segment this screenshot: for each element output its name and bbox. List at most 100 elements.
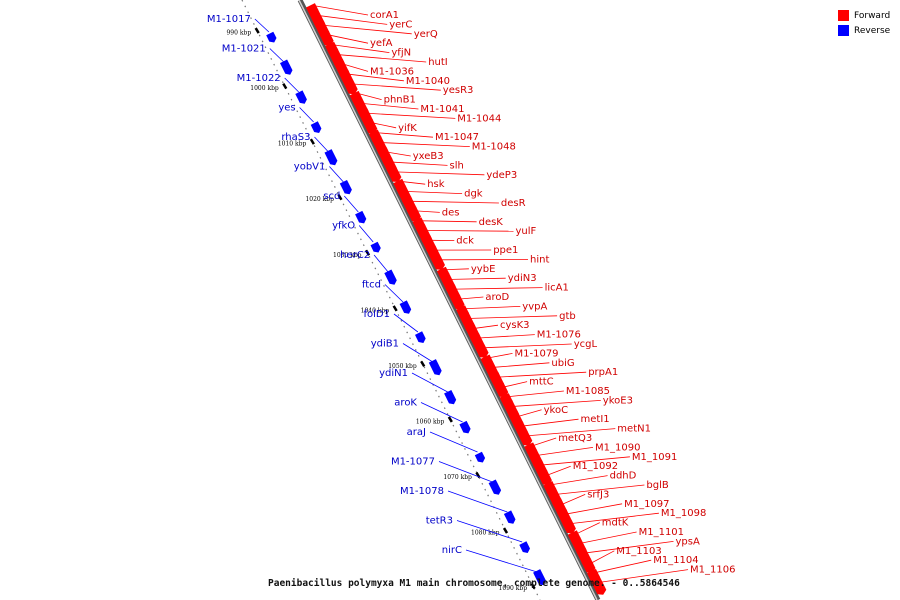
tick-label: 1030 kbp xyxy=(333,252,362,259)
forward-gene-m1_1098 xyxy=(562,519,576,534)
forward-gene-label: M1_1101 xyxy=(639,527,684,538)
leader-line xyxy=(543,456,630,466)
reverse-gene-nirc xyxy=(533,569,546,586)
forward-gene-label: ydiN3 xyxy=(508,273,537,284)
forward-gene-label: corA1 xyxy=(370,10,399,21)
reverse-gene-ydib1 xyxy=(428,359,442,376)
forward-gene-label: ypsA xyxy=(676,536,700,547)
tick-mark xyxy=(254,27,260,34)
tick-label: 1040 kbp xyxy=(361,307,390,314)
reverse-gene-herc2 xyxy=(384,269,397,285)
leader-line xyxy=(514,400,601,407)
legend-label-reverse: Reverse xyxy=(854,25,891,36)
forward-gene-label: metI1 xyxy=(581,414,610,425)
forward-gene-label: yulF xyxy=(516,226,537,237)
leader-line xyxy=(582,531,637,544)
map-caption: Paenibacillus polymyxa M1 main chromosom… xyxy=(268,578,680,589)
forward-gene-label: bglB xyxy=(646,480,668,491)
forward-gene-label: M1_1097 xyxy=(624,499,669,510)
legend-item-forward: Forward xyxy=(838,8,890,23)
reverse-gene-label: M1-1078 xyxy=(400,486,444,497)
leader-line xyxy=(438,461,493,483)
label-layer: corA1yerCyerQyefAyfjNhutIM1-1036M1-1040y… xyxy=(207,10,736,576)
reverse-gene-ftcd xyxy=(399,300,412,314)
leader-line xyxy=(388,152,411,157)
forward-gene-hint xyxy=(431,256,445,270)
reverse-swatch xyxy=(838,25,849,36)
backbone-layer xyxy=(297,0,601,600)
leader-line xyxy=(601,569,689,583)
leader-line xyxy=(343,195,359,213)
leader-line xyxy=(393,313,419,333)
forward-gene-label: desK xyxy=(479,217,504,228)
leader-line xyxy=(563,494,586,505)
leader-line xyxy=(572,512,659,524)
leader-line xyxy=(412,200,499,204)
forward-gene-ppe1 xyxy=(426,245,441,261)
forward-gene-label: M1-1048 xyxy=(472,142,516,153)
tick-label: 1070 kbp xyxy=(443,474,472,481)
forward-gene-label: hutI xyxy=(428,57,448,68)
tick-mark xyxy=(309,138,315,145)
reverse-gene-m1-1017 xyxy=(266,31,277,43)
reverse-gene-label: araJ xyxy=(407,427,426,438)
forward-gene-label: dgk xyxy=(464,189,483,200)
forward-gene-mttc xyxy=(494,382,509,398)
forward-gene-label: hsk xyxy=(427,179,445,190)
reverse-gene-label: yfkO xyxy=(332,221,355,232)
leader-line xyxy=(420,402,463,423)
ticks-layer: 990 kbp 1000 kbp 1010 kbp 1020 kbp 1030 kbp 1… xyxy=(226,0,541,600)
leader-line xyxy=(349,73,404,82)
forward-gene-label: M1-1040 xyxy=(406,76,450,87)
reverse-gene-label: nirC xyxy=(442,545,462,556)
forward-gene-m1_1106 xyxy=(590,575,607,595)
forward-gene-meti1 xyxy=(513,421,528,437)
forward-gene-label: yxeB3 xyxy=(413,151,444,162)
forward-gene-label: ddhD xyxy=(610,471,637,482)
forward-gene-label: licA1 xyxy=(545,283,569,294)
forward-gene-ycgl xyxy=(475,343,489,358)
forward-gene-label: metQ3 xyxy=(558,433,592,444)
forward-gene-label: M1-1036 xyxy=(370,66,414,77)
reverse-gene-label: yobV1 xyxy=(294,162,326,173)
forward-gene-yesr3 xyxy=(344,80,358,95)
forward-gene-label: gtb xyxy=(559,311,576,322)
forward-gene-label: yfjN xyxy=(391,48,411,59)
reverse-gene-yobv1 xyxy=(339,180,352,195)
leader-line xyxy=(422,220,477,223)
forward-gene-label: metN1 xyxy=(617,424,651,435)
reverse-gene-label: rhaS3 xyxy=(281,132,310,143)
leader-line xyxy=(524,418,579,427)
tick-label: 1000 kbp xyxy=(250,85,279,92)
leader-line xyxy=(558,484,645,495)
forward-gene-label: M1_1106 xyxy=(690,565,735,576)
reverse-gene-label: M1-1077 xyxy=(391,457,435,468)
legend: Forward Reverse xyxy=(838,8,890,38)
forward-gene-m1_1092 xyxy=(538,470,552,486)
forward-gene-slh xyxy=(382,157,397,174)
forward-gene-label: aroD xyxy=(485,292,509,303)
tick-mark xyxy=(364,249,371,256)
leader-line xyxy=(447,490,508,513)
forward-gene-label: yerQ xyxy=(414,29,438,40)
leader-line xyxy=(344,64,369,72)
forward-gene-m1-1040 xyxy=(339,69,354,86)
leader-line xyxy=(284,77,299,93)
leader-line xyxy=(383,142,470,147)
forward-gene-label: ubiG xyxy=(551,358,574,369)
reverse-gene-label: scd xyxy=(323,191,340,202)
leader-line xyxy=(402,343,434,363)
leader-line xyxy=(411,372,448,393)
leader-line xyxy=(314,136,329,153)
forward-gene-label: yybE xyxy=(471,264,496,275)
forward-gene-arod xyxy=(450,294,465,310)
leader-line xyxy=(451,277,506,280)
leader-line xyxy=(509,390,564,397)
reverse-gene-yes xyxy=(310,121,322,133)
leader-line xyxy=(456,287,543,290)
leader-line xyxy=(429,431,478,453)
gene-layer xyxy=(266,3,607,595)
forward-gene-label: ykoE3 xyxy=(603,395,633,406)
leader-line xyxy=(427,230,514,232)
